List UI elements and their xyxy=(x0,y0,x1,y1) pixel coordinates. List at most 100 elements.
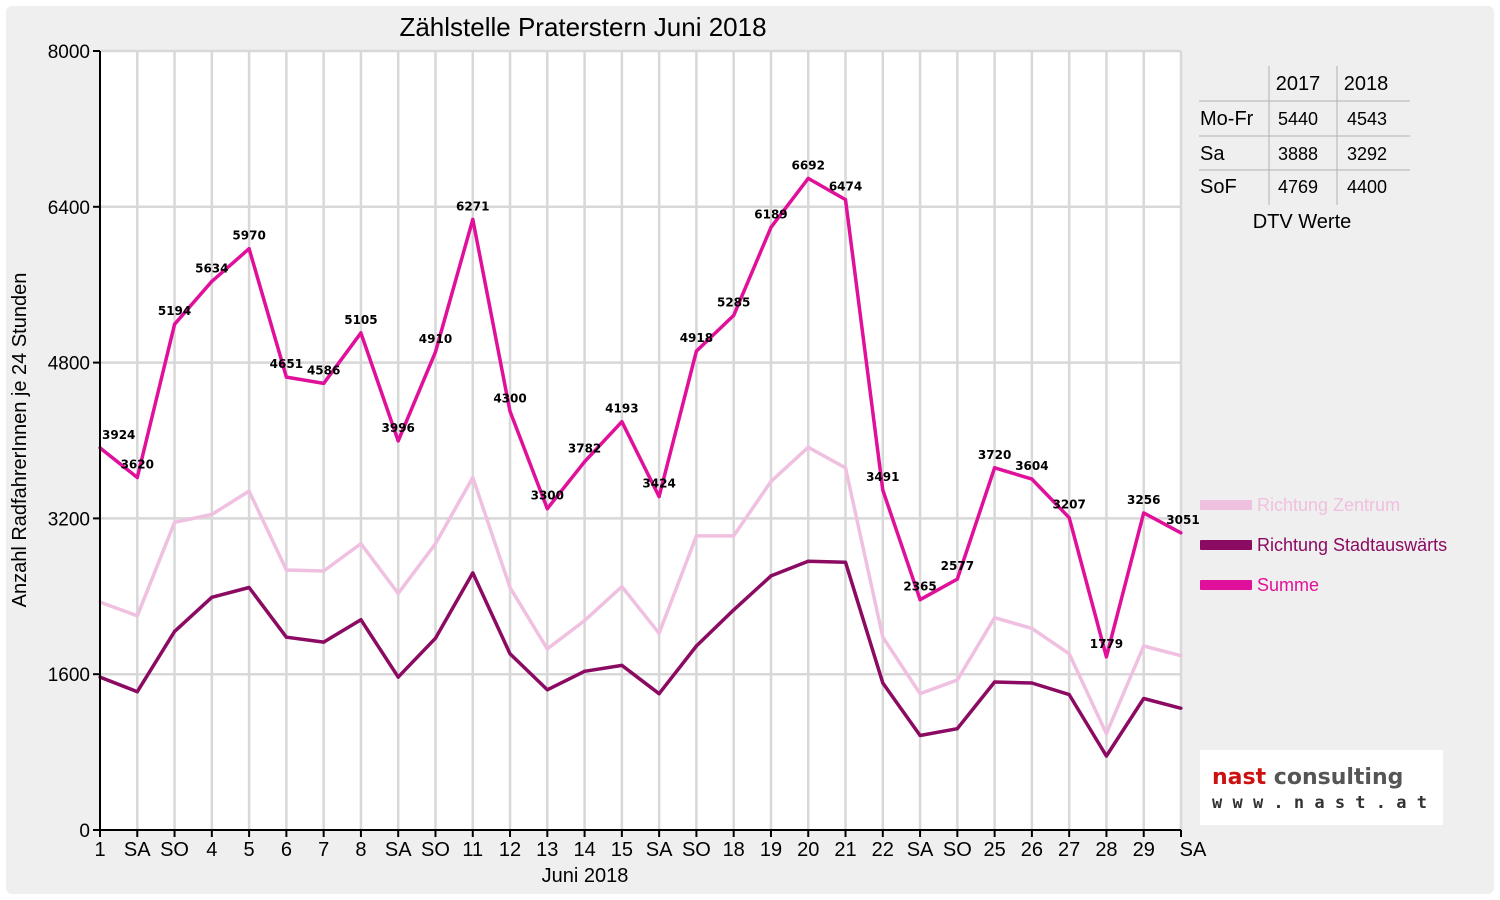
data-label: 5285 xyxy=(717,295,750,309)
data-label: 3207 xyxy=(1052,498,1085,512)
data-label: 5634 xyxy=(195,261,228,275)
series-point-1 xyxy=(396,675,400,679)
x-tick-label: 13 xyxy=(536,839,558,861)
series-point-2 xyxy=(1142,511,1146,515)
series-point-1 xyxy=(471,571,475,575)
series-point-0 xyxy=(918,692,922,696)
x-tick-labels: 1 SA SO 4 5 6 7 8 SA SO 11 12 13 14 15 SA SO 18 19 20 21 22 SA… xyxy=(94,839,1207,861)
data-label: 3604 xyxy=(1015,459,1048,473)
series-point-0 xyxy=(545,647,549,651)
series-point-2 xyxy=(955,577,959,581)
series-point-2 xyxy=(620,420,624,424)
series-point-0 xyxy=(1179,654,1183,658)
x-tick-label: SA xyxy=(907,839,934,861)
legend-label-zentrum: Richtung Zentrum xyxy=(1257,495,1400,515)
series-point-1 xyxy=(694,644,699,648)
x-tick-label: 5 xyxy=(244,839,255,861)
series-point-0 xyxy=(806,445,810,449)
series-point-2 xyxy=(1030,477,1034,481)
series-point-2 xyxy=(881,488,885,492)
y-tick-label: 0 xyxy=(79,821,90,842)
dtv-cell-sa-2018: 3292 xyxy=(1347,144,1387,164)
series-point-0 xyxy=(732,534,736,538)
x-tick-label: SA xyxy=(646,839,673,861)
dtv-header-2017: 2017 xyxy=(1276,73,1321,95)
x-tick-label: 29 xyxy=(1133,839,1155,861)
dtv-row-label-mofr: Mo-Fr xyxy=(1200,108,1254,130)
data-label: 3424 xyxy=(642,477,675,491)
logo-box xyxy=(1200,750,1443,825)
x-tick-label: SO xyxy=(160,839,189,861)
legend: Richtung Zentrum Richtung Stadtauswärts … xyxy=(1200,495,1447,595)
data-label: 3491 xyxy=(866,470,899,484)
data-label: 3924 xyxy=(102,428,135,442)
series-point-1 xyxy=(1067,693,1071,697)
logo-url: w w w . n a s t . a t xyxy=(1212,793,1427,813)
data-label: 2577 xyxy=(941,559,974,573)
series-point-2 xyxy=(247,247,251,251)
y-tick-label: 6400 xyxy=(48,198,90,219)
dtv-header-2018: 2018 xyxy=(1344,73,1389,95)
series-point-2 xyxy=(545,507,549,511)
data-label: 5105 xyxy=(344,313,377,327)
x-tick-label: SO xyxy=(421,839,450,861)
series-point-0 xyxy=(769,479,773,483)
series-line-1 xyxy=(99,559,1182,758)
series-line-2 xyxy=(98,176,1182,659)
x-axis-label: Juni 2018 xyxy=(542,865,629,887)
series-point-0 xyxy=(694,534,699,538)
data-label: 4918 xyxy=(680,331,713,345)
series-point-2 xyxy=(135,475,139,480)
series-point-2 xyxy=(172,322,177,326)
axes xyxy=(93,50,1182,837)
legend-swatch-zentrum xyxy=(1200,500,1252,510)
x-tick-label: 18 xyxy=(723,839,745,861)
series-point-0 xyxy=(843,466,848,470)
series-point-2 xyxy=(284,375,288,379)
series-point-2 xyxy=(918,598,922,602)
series-point-2 xyxy=(694,349,699,353)
x-tick-label: 14 xyxy=(573,839,595,861)
legend-label-stadtauswaerts: Richtung Stadtauswärts xyxy=(1257,535,1447,555)
x-tick-label: 12 xyxy=(499,839,521,861)
x-tick-label: SA xyxy=(124,839,151,861)
series-point-0 xyxy=(582,619,587,623)
x-tick-label: 8 xyxy=(355,839,366,861)
series-point-1 xyxy=(732,608,736,612)
series-point-1 xyxy=(620,663,624,668)
series-point-1 xyxy=(993,680,997,684)
data-label: 1779 xyxy=(1090,637,1123,651)
series-point-1 xyxy=(359,618,363,622)
series-point-0 xyxy=(1067,652,1071,656)
dtv-cell-mofr-2018: 4543 xyxy=(1347,109,1387,129)
nast-consulting-logo: nast consulting w w w . n a s t . a t xyxy=(1200,750,1443,825)
series-point-0 xyxy=(508,585,512,590)
logo-text-nast: nast xyxy=(1212,765,1267,790)
data-label: 3720 xyxy=(978,448,1011,462)
data-label: 4193 xyxy=(605,402,638,416)
series-point-0 xyxy=(135,614,139,618)
data-labels: 3924 3620 5194 5634 5970 4651 4586 5105 3996 4910… xyxy=(102,158,1200,650)
data-label: 3996 xyxy=(382,421,415,435)
data-label: 6189 xyxy=(754,207,787,221)
grid-lines xyxy=(100,49,1183,830)
series-point-2 xyxy=(1179,531,1183,535)
x-tick-label: 6 xyxy=(281,839,292,861)
series-point-0 xyxy=(359,542,363,546)
series-point-1 xyxy=(1179,706,1183,710)
series-point-0 xyxy=(172,520,177,524)
y-tick-label: 1600 xyxy=(48,665,90,686)
series-point-1 xyxy=(322,640,326,644)
y-axis-label: Anzahl RadfahrerInnen je 24 Stunden xyxy=(9,273,31,608)
x-tick-label: 28 xyxy=(1095,839,1117,861)
series-point-0 xyxy=(322,569,326,573)
plot-area xyxy=(100,51,1181,830)
series-point-1 xyxy=(843,560,848,564)
legend-swatch-summe xyxy=(1200,580,1252,590)
x-tick-label: 19 xyxy=(760,839,782,861)
series-point-1 xyxy=(1104,754,1109,758)
x-tick-label: 22 xyxy=(872,839,894,861)
y-tick-labels: 0 1600 3200 4800 6400 8000 xyxy=(48,42,90,842)
data-label: 3256 xyxy=(1127,493,1160,507)
series-point-0 xyxy=(657,631,661,635)
